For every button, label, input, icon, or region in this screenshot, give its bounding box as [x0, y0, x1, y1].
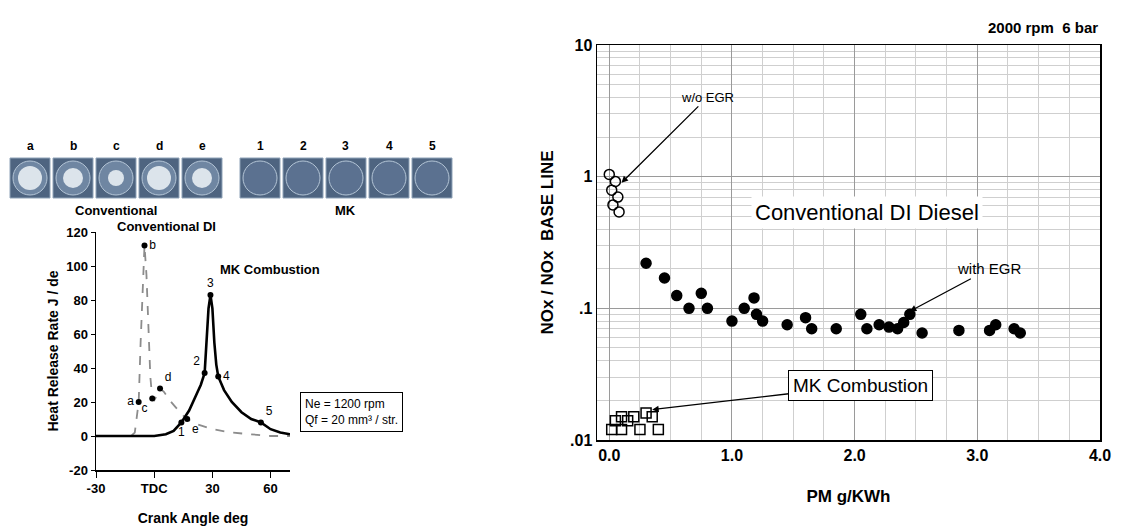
svg-text:b: b	[149, 238, 156, 252]
svg-text:-20: -20	[69, 463, 88, 478]
svg-text:Conventional: Conventional	[75, 203, 157, 218]
svg-text:5: 5	[266, 404, 273, 418]
svg-text:80: 80	[73, 293, 87, 308]
svg-text:MK: MK	[335, 203, 356, 218]
svg-text:100: 100	[66, 259, 88, 274]
svg-text:e: e	[199, 139, 206, 153]
svg-text:.01: .01	[570, 432, 592, 449]
svg-text:b: b	[70, 139, 77, 153]
svg-text:60: 60	[263, 481, 277, 496]
svg-text:Ne = 1200 rpmQf = 20 mm³ / str: Ne = 1200 rpmQf = 20 mm³ / str.	[305, 397, 398, 427]
svg-text:2000 rpm 6 bar: 2000 rpm 6 bar	[988, 19, 1098, 36]
svg-text:20: 20	[73, 395, 87, 410]
svg-text:Crank Angle deg: Crank Angle deg	[138, 510, 249, 526]
svg-text:NOx / NOx BASE LINE: NOx / NOx BASE LINE	[538, 150, 557, 334]
svg-text:1: 1	[583, 168, 592, 185]
svg-text:Conventional DI: Conventional DI	[117, 219, 216, 234]
svg-text:60: 60	[73, 327, 87, 342]
svg-text:Heat Release Rate J / de: Heat Release Rate J / de	[45, 270, 61, 431]
svg-text:120: 120	[66, 225, 88, 240]
svg-text:a: a	[27, 139, 34, 153]
svg-text:PM g/KWh: PM g/KWh	[806, 487, 890, 506]
svg-text:c: c	[113, 139, 120, 153]
svg-text:e: e	[192, 422, 199, 436]
svg-text:0.0: 0.0	[598, 447, 620, 464]
svg-text:1.0: 1.0	[721, 447, 743, 464]
svg-text:1: 1	[257, 139, 264, 153]
svg-text:4: 4	[386, 139, 393, 153]
svg-text:a: a	[127, 394, 134, 408]
svg-text:2: 2	[193, 354, 200, 368]
svg-text:0: 0	[81, 429, 88, 444]
svg-text:MK Combustion: MK Combustion	[220, 262, 320, 277]
svg-text:4: 4	[223, 369, 230, 383]
svg-text:d: d	[165, 370, 172, 384]
svg-text:2: 2	[300, 139, 307, 153]
svg-text:.1: .1	[579, 300, 592, 317]
svg-text:d: d	[156, 139, 163, 153]
svg-text:30: 30	[205, 481, 219, 496]
svg-text:5: 5	[429, 139, 436, 153]
svg-text:4.0: 4.0	[1089, 447, 1111, 464]
svg-text:2.0: 2.0	[844, 447, 866, 464]
svg-text:40: 40	[73, 361, 87, 376]
svg-text:c: c	[142, 401, 148, 415]
svg-text:MK Combustion: MK Combustion	[793, 375, 928, 396]
svg-text:w/o EGR: w/o EGR	[681, 90, 734, 105]
svg-text:with EGR: with EGR	[957, 260, 1022, 277]
svg-text:3.0: 3.0	[966, 447, 988, 464]
svg-text:3: 3	[207, 276, 214, 290]
svg-text:Conventional DI Diesel: Conventional DI Diesel	[755, 200, 979, 225]
svg-text:TDC: TDC	[141, 481, 168, 496]
svg-text:3: 3	[342, 139, 349, 153]
svg-text:-30: -30	[87, 481, 106, 496]
svg-text:1: 1	[178, 425, 185, 439]
svg-text:10: 10	[575, 37, 593, 54]
